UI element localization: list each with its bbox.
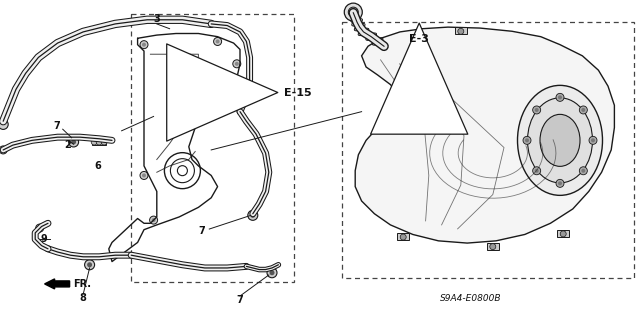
- Circle shape: [558, 182, 562, 185]
- Circle shape: [591, 138, 595, 142]
- Circle shape: [556, 179, 564, 187]
- Circle shape: [216, 40, 220, 43]
- Text: 2: 2: [64, 140, 70, 150]
- Circle shape: [0, 146, 7, 154]
- Text: 7: 7: [237, 295, 243, 305]
- Text: S9A4-E0800B: S9A4-E0800B: [440, 294, 501, 303]
- Text: 8: 8: [80, 293, 86, 303]
- Polygon shape: [355, 27, 614, 243]
- Text: E-15: E-15: [284, 87, 311, 98]
- Circle shape: [248, 210, 258, 220]
- Circle shape: [490, 244, 496, 250]
- Bar: [487, 243, 499, 250]
- Text: 6: 6: [94, 161, 100, 171]
- Ellipse shape: [518, 85, 602, 195]
- Circle shape: [36, 224, 44, 232]
- Circle shape: [344, 3, 362, 21]
- Circle shape: [581, 108, 586, 112]
- Circle shape: [556, 93, 564, 101]
- Circle shape: [68, 137, 79, 147]
- Bar: [557, 230, 569, 237]
- Circle shape: [152, 218, 156, 222]
- Circle shape: [92, 139, 97, 145]
- Circle shape: [458, 28, 464, 34]
- Bar: [92, 139, 106, 145]
- FancyArrow shape: [45, 279, 70, 289]
- Circle shape: [523, 136, 531, 145]
- Circle shape: [84, 260, 95, 270]
- Circle shape: [0, 119, 8, 130]
- Circle shape: [140, 171, 148, 180]
- Circle shape: [87, 262, 92, 267]
- Circle shape: [400, 234, 406, 240]
- Circle shape: [142, 174, 146, 177]
- Circle shape: [532, 167, 541, 175]
- Ellipse shape: [540, 114, 580, 167]
- Circle shape: [214, 37, 221, 46]
- Circle shape: [589, 136, 597, 145]
- Bar: [131, 14, 294, 282]
- Circle shape: [560, 231, 566, 237]
- Circle shape: [348, 7, 358, 17]
- Circle shape: [534, 108, 539, 112]
- Circle shape: [579, 106, 588, 114]
- Circle shape: [96, 139, 102, 145]
- Circle shape: [581, 169, 586, 173]
- Circle shape: [558, 95, 562, 99]
- Circle shape: [579, 167, 588, 175]
- Text: 9: 9: [40, 234, 47, 244]
- Text: 7: 7: [53, 121, 60, 131]
- Circle shape: [150, 216, 157, 224]
- Circle shape: [235, 62, 239, 66]
- Circle shape: [142, 43, 146, 47]
- Circle shape: [269, 270, 275, 275]
- Text: FR.: FR.: [74, 279, 92, 289]
- Circle shape: [140, 41, 148, 49]
- Circle shape: [233, 60, 241, 68]
- Bar: [455, 27, 467, 34]
- Circle shape: [250, 213, 255, 218]
- Circle shape: [71, 139, 76, 145]
- Bar: [397, 233, 409, 240]
- Bar: [342, 22, 634, 278]
- Circle shape: [525, 138, 529, 142]
- Circle shape: [267, 268, 277, 278]
- Ellipse shape: [527, 98, 593, 183]
- Circle shape: [534, 169, 539, 173]
- Circle shape: [101, 139, 108, 145]
- Text: 7: 7: [199, 226, 205, 236]
- Circle shape: [532, 106, 541, 114]
- Text: E-3: E-3: [409, 34, 429, 44]
- Text: 3: 3: [154, 14, 160, 24]
